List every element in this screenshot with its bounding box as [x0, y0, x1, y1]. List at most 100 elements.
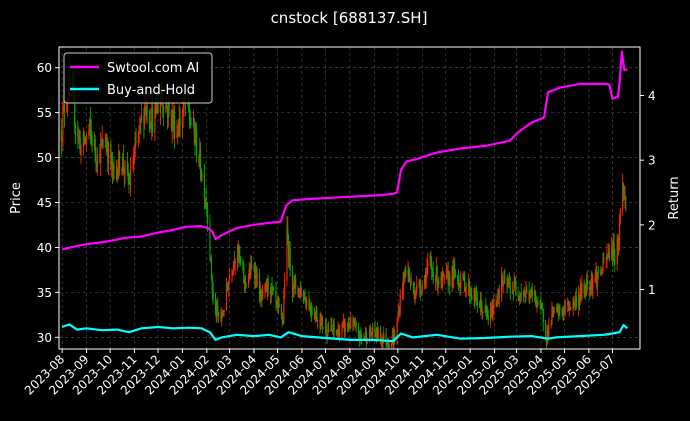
candle-body	[311, 312, 313, 314]
candle-body	[567, 301, 570, 310]
candle-body	[424, 275, 426, 285]
y-tick-label: 60	[37, 61, 52, 75]
candle-body	[468, 283, 470, 287]
candle-body	[409, 279, 412, 284]
candle-body	[188, 98, 190, 111]
candle-body	[162, 106, 165, 113]
candle-body	[265, 283, 267, 285]
candle-body	[619, 208, 621, 225]
candle-body	[584, 285, 586, 292]
candle-body	[216, 306, 218, 318]
candle-body	[377, 328, 379, 340]
y-tick-label: 55	[37, 106, 52, 120]
candle-body	[475, 291, 477, 301]
candle-body	[188, 110, 191, 119]
candle-body	[570, 308, 572, 309]
candle-body	[210, 257, 212, 259]
candle-body	[63, 103, 66, 112]
candle-body	[545, 322, 547, 338]
candle-body	[523, 294, 525, 297]
candle-body	[314, 314, 316, 319]
candle-body	[622, 183, 625, 189]
candle-body	[534, 291, 537, 299]
candle-body	[403, 272, 405, 277]
candle-body	[166, 104, 168, 109]
candle-body	[288, 247, 290, 260]
candle-body	[313, 313, 316, 319]
candle-body	[166, 108, 169, 118]
candle-body	[275, 289, 277, 302]
left-axis: 30 35 40 45 50 55 60	[37, 61, 59, 345]
candle-body	[548, 323, 550, 337]
candle-body	[145, 104, 147, 110]
candle-body	[612, 242, 614, 257]
candle-body	[415, 292, 417, 296]
candle-body	[563, 307, 565, 315]
candle-body	[508, 282, 511, 286]
candle-body	[214, 297, 217, 310]
candle-body	[84, 138, 86, 144]
candle-body	[200, 174, 202, 179]
candle-body	[203, 173, 206, 201]
candle-body	[154, 107, 156, 133]
candle-body	[545, 337, 548, 345]
candle-body	[515, 285, 517, 294]
candle-body	[232, 261, 235, 271]
candle-body	[459, 283, 461, 288]
candle-body	[138, 126, 140, 135]
candle-body	[404, 269, 406, 277]
candle-body	[99, 154, 101, 163]
candle-body	[481, 306, 483, 315]
candle-body	[523, 292, 526, 297]
candle-body	[390, 341, 393, 348]
candle-body	[317, 319, 319, 322]
candle-body	[426, 268, 428, 273]
candle-body	[534, 291, 536, 296]
candle-body	[111, 160, 114, 172]
candle-body	[487, 316, 489, 321]
candle-body	[414, 295, 416, 299]
candle-body	[547, 330, 549, 337]
candle-body	[298, 288, 301, 290]
candle-body	[115, 169, 117, 170]
candle-body	[324, 325, 327, 328]
candle-body	[449, 275, 451, 286]
candle-body	[529, 295, 531, 300]
candle-body	[493, 302, 495, 308]
candle-body	[118, 152, 121, 172]
candle-body	[328, 329, 330, 332]
line-layer	[61, 50, 629, 343]
y2-tick-label: 3	[648, 154, 656, 168]
candle-body	[420, 290, 423, 294]
candle-body	[229, 275, 231, 281]
candle-body	[431, 264, 433, 270]
candle-body	[244, 278, 246, 284]
candle-body	[503, 276, 505, 284]
candle-body	[623, 188, 625, 200]
candle-body	[146, 104, 148, 117]
candle-body	[238, 245, 240, 257]
candle-body	[614, 258, 616, 264]
candle-body	[220, 315, 222, 320]
candle-body	[239, 256, 241, 258]
candle-body	[397, 316, 399, 321]
candle-body	[579, 287, 581, 302]
candle-body	[541, 308, 544, 310]
candle-body	[330, 324, 332, 332]
candle-body	[254, 270, 257, 279]
candle-body	[617, 239, 619, 245]
candle-body	[600, 274, 603, 275]
candle-body	[245, 283, 247, 286]
candle-body	[597, 272, 599, 274]
candle-body	[452, 266, 454, 280]
candle-body	[376, 327, 379, 340]
candle-body	[370, 334, 372, 335]
candle-body	[233, 261, 235, 265]
candle-body	[95, 152, 97, 162]
candle-body	[113, 165, 115, 170]
candle-layer	[60, 55, 627, 349]
candle-body	[157, 104, 159, 113]
candle-body	[563, 307, 566, 311]
candle-body	[74, 124, 77, 129]
candle-body	[177, 132, 179, 134]
